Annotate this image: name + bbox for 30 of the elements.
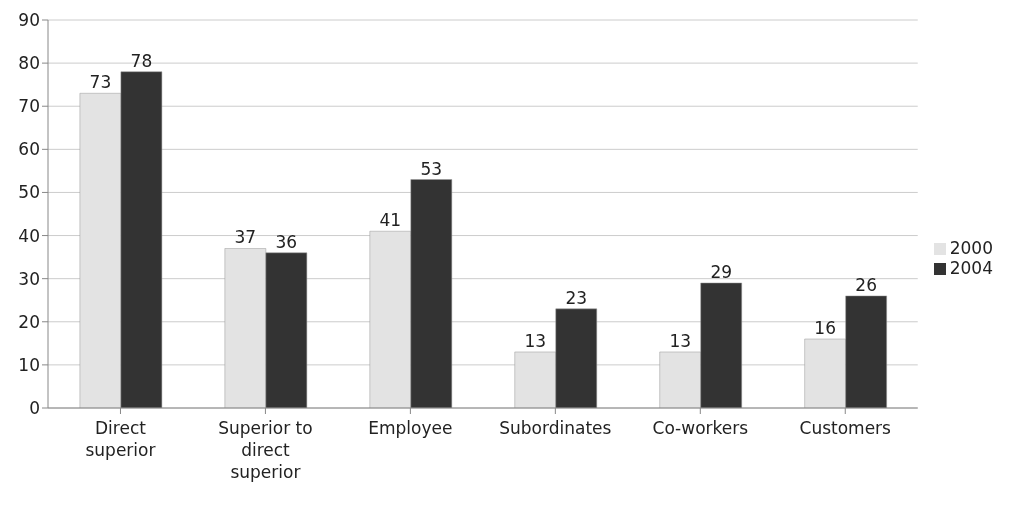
x-tick-label: Superior to direct superior [218,418,313,482]
data-label: 13 [524,330,547,351]
x-tick-label: Direct superior [85,418,156,460]
x-tick-label: Co-workers [652,418,749,438]
x-tick-label: Customers [799,418,892,438]
y-tick-label: 0 [29,398,40,419]
y-tick-label: 70 [18,96,40,117]
data-label: 53 [420,158,443,179]
data-label: 78 [130,50,153,71]
data-label: 41 [379,210,402,231]
data-label: 23 [565,287,588,308]
legend-label: 2004 [949,258,993,278]
data-label: 16 [814,318,836,339]
y-tick-label: 50 [18,182,40,203]
data-label: 73 [89,72,112,93]
x-tick-label: Employee [368,418,453,438]
data-label: 13 [669,330,692,351]
y-tick-label: 10 [18,354,40,375]
data-label: 29 [710,261,733,282]
y-tick-label: 30 [18,268,40,289]
y-tick-label: 40 [18,225,40,246]
data-label: 36 [275,231,298,252]
y-tick-label: 80 [18,53,40,74]
y-tick-label: 20 [18,311,40,332]
x-tick-label: Subordinates [499,418,612,438]
data-label: 26 [855,274,877,295]
data-label: 37 [234,227,257,248]
y-tick-label: 60 [18,139,40,160]
y-tick-label: 90 [18,10,40,31]
legend-label: 2000 [949,238,993,258]
